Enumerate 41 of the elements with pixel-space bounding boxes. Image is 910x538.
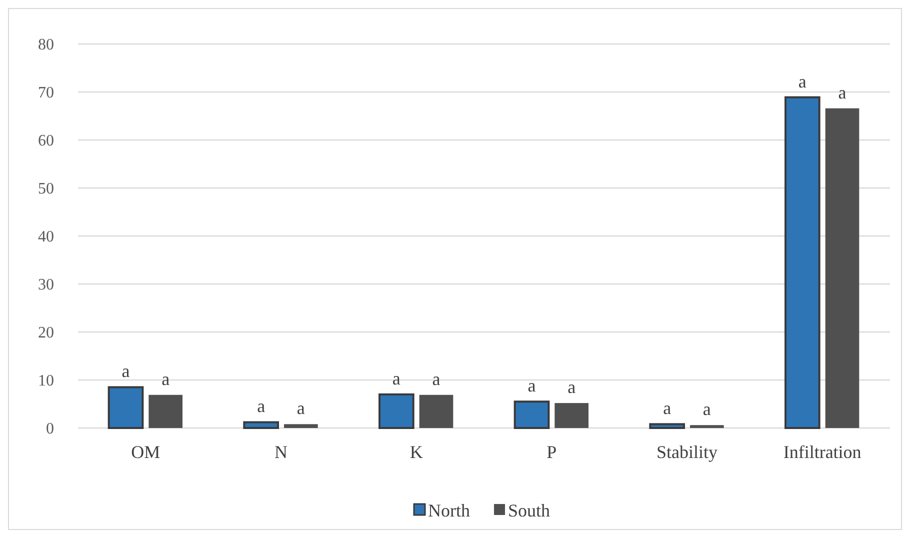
annotation: a (162, 368, 170, 389)
annotation: a (392, 368, 400, 388)
legend-label: South (508, 500, 550, 520)
bar (514, 400, 550, 429)
y-tick-label: 50 (38, 180, 54, 198)
bar (148, 394, 182, 428)
bar (690, 425, 724, 428)
x-tick-label: Infiltration (783, 442, 862, 462)
annotation: a (663, 398, 672, 418)
y-tick-label: 80 (38, 36, 54, 54)
bar (243, 421, 279, 429)
bar (284, 424, 318, 428)
x-tick-label: K (410, 442, 423, 462)
y-tick-label: 30 (38, 276, 54, 294)
annotation: a (296, 398, 305, 418)
x-tick-label: Stability (656, 442, 718, 462)
bar (784, 96, 820, 429)
y-tick-label: 20 (38, 324, 54, 342)
y-tick-label: 40 (38, 228, 54, 246)
annotation: a (838, 82, 846, 102)
x-tick-label: OM (131, 442, 160, 462)
y-tick-label: 10 (38, 372, 54, 390)
bar (419, 394, 454, 428)
annotation: a (122, 361, 130, 382)
y-tick-label: 0 (46, 420, 54, 438)
x-tick-label: N (274, 442, 288, 462)
bar (554, 403, 588, 428)
legend-label: North (428, 500, 470, 520)
y-tick-label: 70 (38, 84, 54, 102)
bar (649, 423, 685, 429)
x-tick-label: P (546, 442, 557, 462)
annotation: a (257, 396, 266, 416)
annotation: a (568, 377, 576, 398)
bar (825, 108, 860, 428)
bar (108, 386, 144, 429)
annotation: a (798, 71, 806, 92)
y-tick-label: 60 (38, 132, 54, 150)
annotation: a (432, 368, 440, 389)
bar (378, 393, 414, 429)
annotation: a (528, 376, 536, 396)
annotation: a (702, 399, 711, 420)
